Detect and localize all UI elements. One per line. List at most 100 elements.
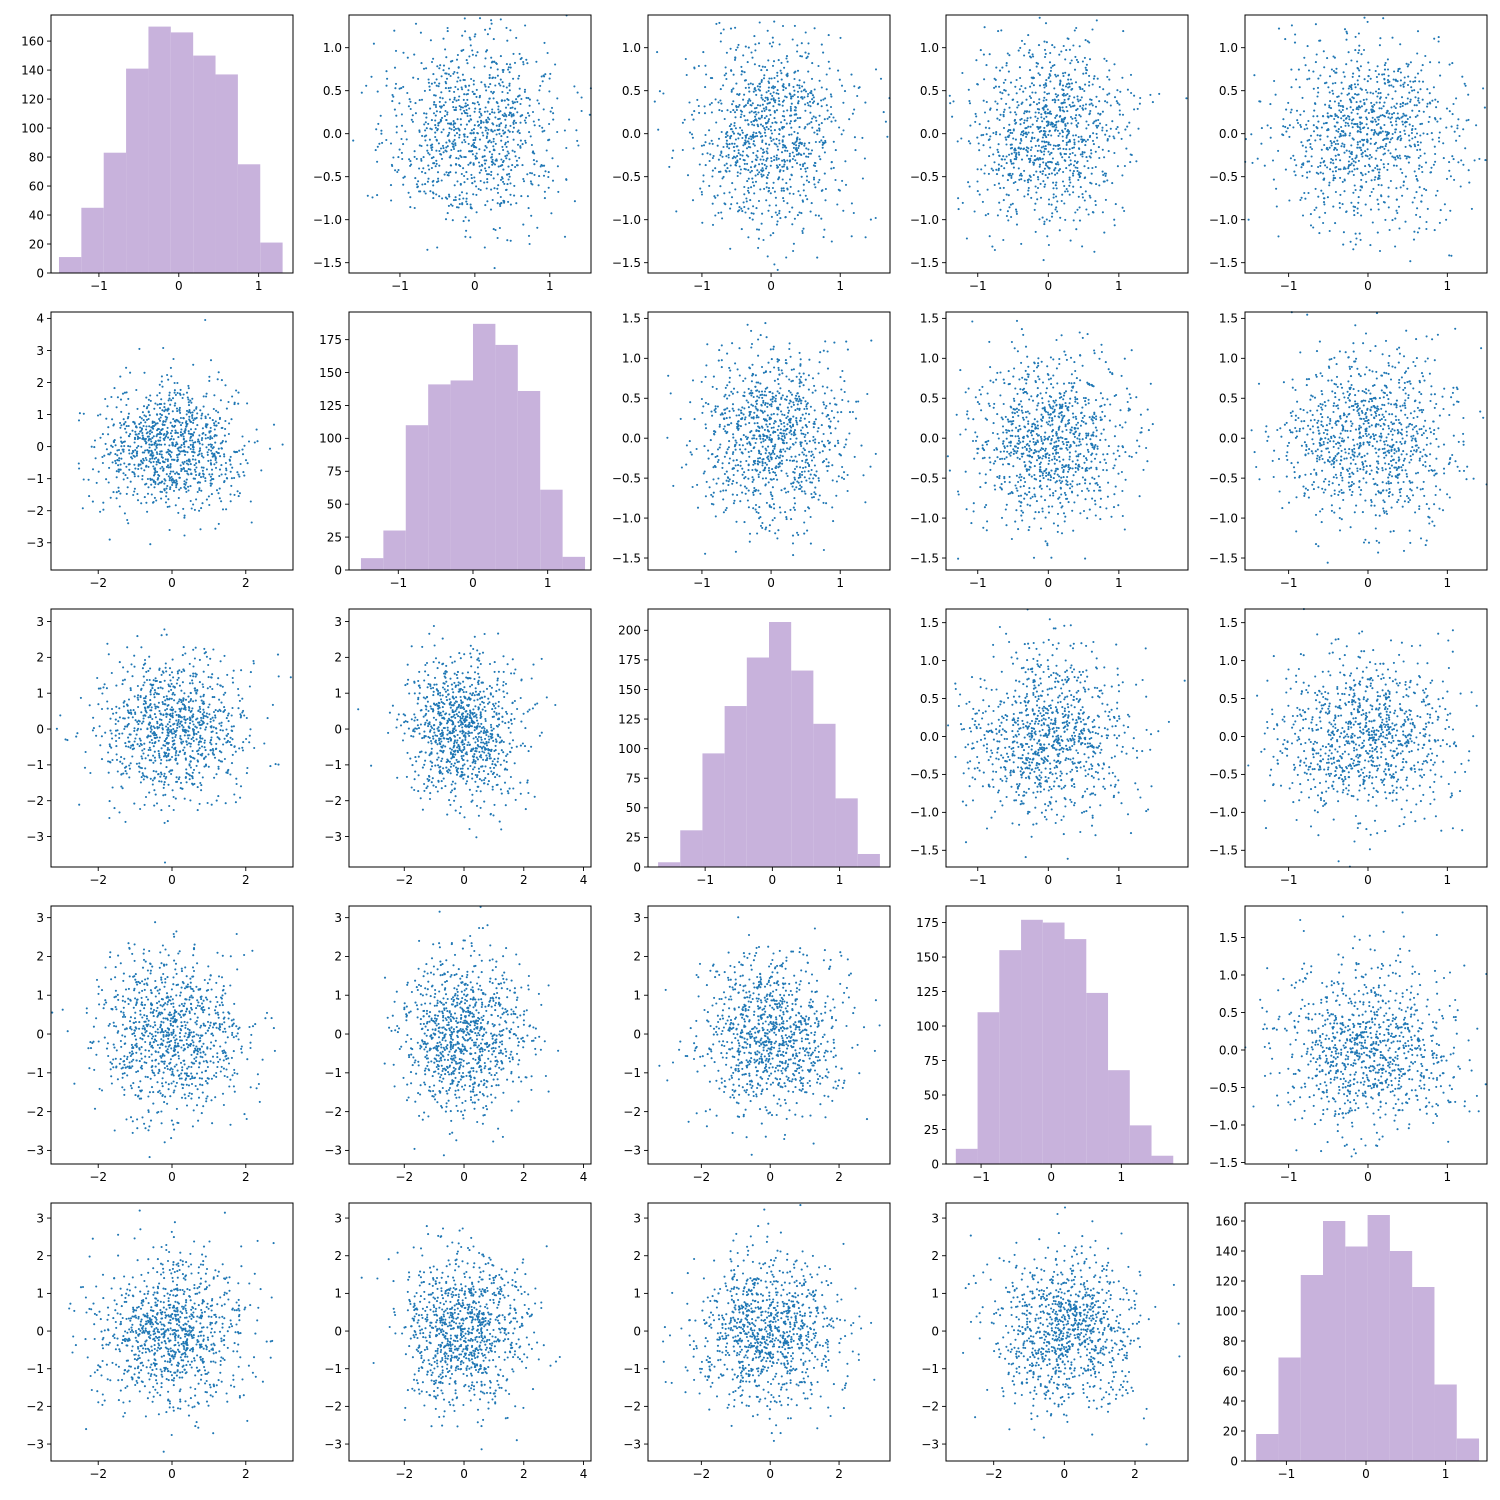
scatter-point <box>498 132 501 135</box>
scatter-point <box>656 51 659 54</box>
scatter-point <box>723 164 726 167</box>
scatter-point <box>1360 214 1363 217</box>
scatter-point <box>757 42 761 45</box>
scatter-point <box>1071 105 1075 108</box>
scatter-point <box>494 142 497 145</box>
scatter-point <box>1378 171 1381 174</box>
scatter-point <box>811 98 814 101</box>
scatter-point <box>791 151 794 154</box>
scatter-point <box>767 80 770 83</box>
scatter-point <box>1401 194 1404 197</box>
scatter-point <box>1051 99 1054 102</box>
scatter-point <box>807 52 810 55</box>
scatter-point <box>1043 140 1046 143</box>
scatter-point <box>1377 118 1380 121</box>
scatter-point <box>1369 244 1372 247</box>
scatter-point <box>158 462 162 465</box>
scatter-point <box>814 116 817 119</box>
scatter-point <box>1350 59 1353 62</box>
scatter-point <box>806 166 809 170</box>
scatter-point <box>483 149 486 152</box>
scatter-point <box>1082 72 1085 75</box>
scatter-point <box>169 488 172 491</box>
scatter-point <box>1416 30 1420 33</box>
scatter-point <box>1337 128 1340 131</box>
scatter-point <box>1379 131 1382 134</box>
panel-r1c5: −1 0 1−1.5−1.0−0.50.00.51.0 <box>1209 14 1488 293</box>
scatter-point <box>725 72 728 75</box>
scatter-point <box>502 159 505 162</box>
scatter-point <box>434 114 437 117</box>
scatter-point <box>201 443 204 446</box>
scatter-point <box>1072 219 1075 222</box>
scatter-point <box>1356 143 1359 146</box>
scatter-point <box>750 120 753 124</box>
scatter-point <box>1185 97 1188 100</box>
scatter-point <box>1336 95 1339 98</box>
scatter-point <box>105 478 108 481</box>
scatter-point <box>794 105 797 109</box>
scatter-point <box>145 441 148 444</box>
scatter-point <box>767 187 771 190</box>
scatter-point <box>223 480 226 483</box>
scatter-point <box>754 43 757 46</box>
scatter-point <box>1394 131 1397 134</box>
scatter-point <box>491 160 494 164</box>
scatter-point <box>236 471 239 474</box>
scatter-point <box>1360 88 1363 91</box>
scatter-point <box>543 190 546 193</box>
scatter-point <box>170 478 173 481</box>
scatter-point <box>1050 172 1053 175</box>
scatter-point <box>174 429 177 432</box>
scatter-point <box>1011 202 1014 205</box>
scatter-point <box>155 499 158 502</box>
scatter-point <box>948 94 951 97</box>
scatter-point <box>1044 164 1048 167</box>
scatter-point <box>811 117 814 120</box>
scatter-point <box>762 238 765 242</box>
scatter-point <box>1335 121 1338 124</box>
scatter-point <box>761 139 764 142</box>
scatter-point <box>1356 66 1359 70</box>
scatter-point <box>1369 208 1373 211</box>
scatter-point <box>1376 80 1379 83</box>
scatter-point <box>737 152 740 155</box>
scatter-point <box>423 112 426 115</box>
scatter-point <box>850 73 853 76</box>
scatter-point <box>499 178 503 181</box>
scatter-point <box>1065 83 1069 86</box>
scatter-point <box>536 226 539 229</box>
scatter-point <box>722 28 725 31</box>
scatter-point <box>722 175 725 178</box>
scatter-point <box>778 176 781 179</box>
scatter-point <box>822 51 825 54</box>
scatter-point <box>151 451 154 455</box>
scatter-point <box>496 236 499 240</box>
scatter-point <box>1106 93 1109 96</box>
scatter-point <box>762 77 766 80</box>
scatter-point <box>1250 133 1253 136</box>
scatter-point <box>237 402 240 405</box>
scatter-point <box>1051 212 1054 215</box>
scatter-point <box>1064 94 1067 97</box>
scatter-point <box>117 468 120 471</box>
scatter-point <box>821 146 824 149</box>
scatter-point <box>145 396 148 399</box>
scatter-point <box>1151 101 1154 104</box>
scatter-point <box>1378 168 1381 171</box>
scatter-point <box>1376 231 1379 234</box>
scatter-point <box>192 419 195 422</box>
scatter-point <box>746 140 749 143</box>
scatter-point <box>1038 73 1041 76</box>
scatter-point <box>153 496 156 499</box>
scatter-point <box>360 91 363 94</box>
scatter-point <box>205 446 208 449</box>
scatter-point <box>509 182 512 185</box>
scatter-point <box>1069 169 1072 172</box>
scatter-point <box>507 152 510 155</box>
scatter-point <box>509 239 512 242</box>
scatter-point <box>772 85 775 88</box>
scatter-point <box>233 493 236 496</box>
scatter-point <box>508 130 511 133</box>
scatter-point <box>1043 126 1046 129</box>
